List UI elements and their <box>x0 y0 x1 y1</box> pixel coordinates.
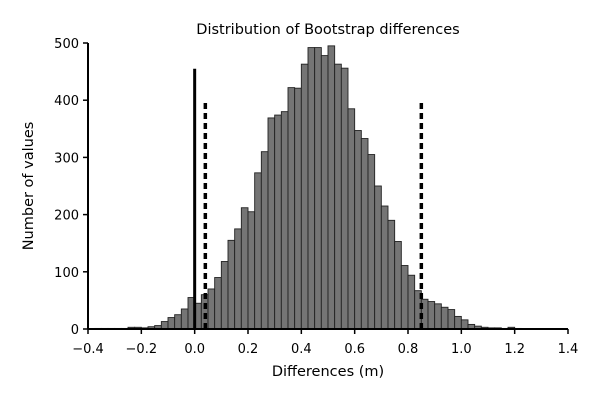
histogram-bar <box>214 277 222 330</box>
histogram-bar <box>407 274 416 330</box>
histogram-bar <box>254 172 262 330</box>
histogram-bar <box>234 228 242 330</box>
x-tick-label: 1.4 <box>558 342 579 357</box>
histogram-bar <box>434 303 442 330</box>
histogram-bar <box>314 47 322 330</box>
histogram-bar <box>300 63 309 330</box>
y-tick-label: 300 <box>54 151 79 166</box>
histogram-bar <box>220 261 229 330</box>
histogram-bar <box>440 306 449 330</box>
x-tick-label: 0.2 <box>238 342 259 357</box>
histogram-bar <box>260 151 269 330</box>
histogram-bar <box>347 108 356 330</box>
histogram-bar <box>207 288 216 330</box>
x-tick-label: 0.4 <box>291 342 312 357</box>
histogram-bar <box>160 321 169 330</box>
histogram-bar <box>367 154 376 330</box>
histogram-bar <box>227 239 236 330</box>
x-tick-label: 0.0 <box>184 342 205 357</box>
histogram-bar <box>380 205 389 330</box>
histogram-bar <box>167 317 176 330</box>
histogram-bar <box>307 47 316 330</box>
histogram-bar <box>374 185 382 330</box>
reference-lines-group <box>193 68 424 329</box>
histogram-bar <box>280 111 289 330</box>
histogram-bar <box>267 117 276 330</box>
y-tick-label: 200 <box>54 209 79 224</box>
bars-group <box>94 45 522 330</box>
x-tick-label: −0.2 <box>126 342 158 357</box>
histogram-bar <box>247 211 256 330</box>
histogram-bar <box>460 319 469 330</box>
histogram-bar <box>360 138 369 330</box>
axes-group: −0.4 −0.2 0.0 0.2 0.4 0.6 0.8 1.0 1.2 1.4 0 100 200 3… <box>54 37 578 357</box>
histogram-bar <box>294 87 302 330</box>
histogram-bar <box>327 45 336 330</box>
histogram-bar <box>387 219 396 330</box>
histogram-bar <box>427 301 436 330</box>
y-tick-label: 100 <box>54 266 79 281</box>
histogram-bar <box>320 55 329 330</box>
x-tick-label: 0.6 <box>344 342 365 357</box>
histogram-bar <box>174 314 182 330</box>
histogram-bar <box>354 130 362 330</box>
histogram-bar <box>240 207 249 330</box>
histogram-bar <box>180 308 189 330</box>
y-tick-label: 400 <box>54 94 79 109</box>
histogram-bar <box>447 309 456 330</box>
x-tick-label: −0.4 <box>72 342 104 357</box>
histogram-bar <box>394 241 402 330</box>
histogram-bar <box>287 87 296 330</box>
histogram-bar <box>340 67 349 330</box>
y-tick-label: 0 <box>71 323 79 338</box>
y-tick-label: 500 <box>54 37 79 52</box>
histogram-bar <box>274 114 282 330</box>
x-tick-label: 1.0 <box>451 342 472 357</box>
x-axis-label: Differences (m) <box>272 364 384 380</box>
histogram-bar <box>334 63 342 330</box>
x-tick-label: 0.8 <box>398 342 419 357</box>
y-axis-label: Number of values <box>21 122 37 251</box>
histogram-bar <box>400 265 409 330</box>
x-tick-label: 1.2 <box>504 342 525 357</box>
histogram-bar <box>454 315 462 330</box>
chart-title: Distribution of Bootstrap differences <box>196 22 459 38</box>
